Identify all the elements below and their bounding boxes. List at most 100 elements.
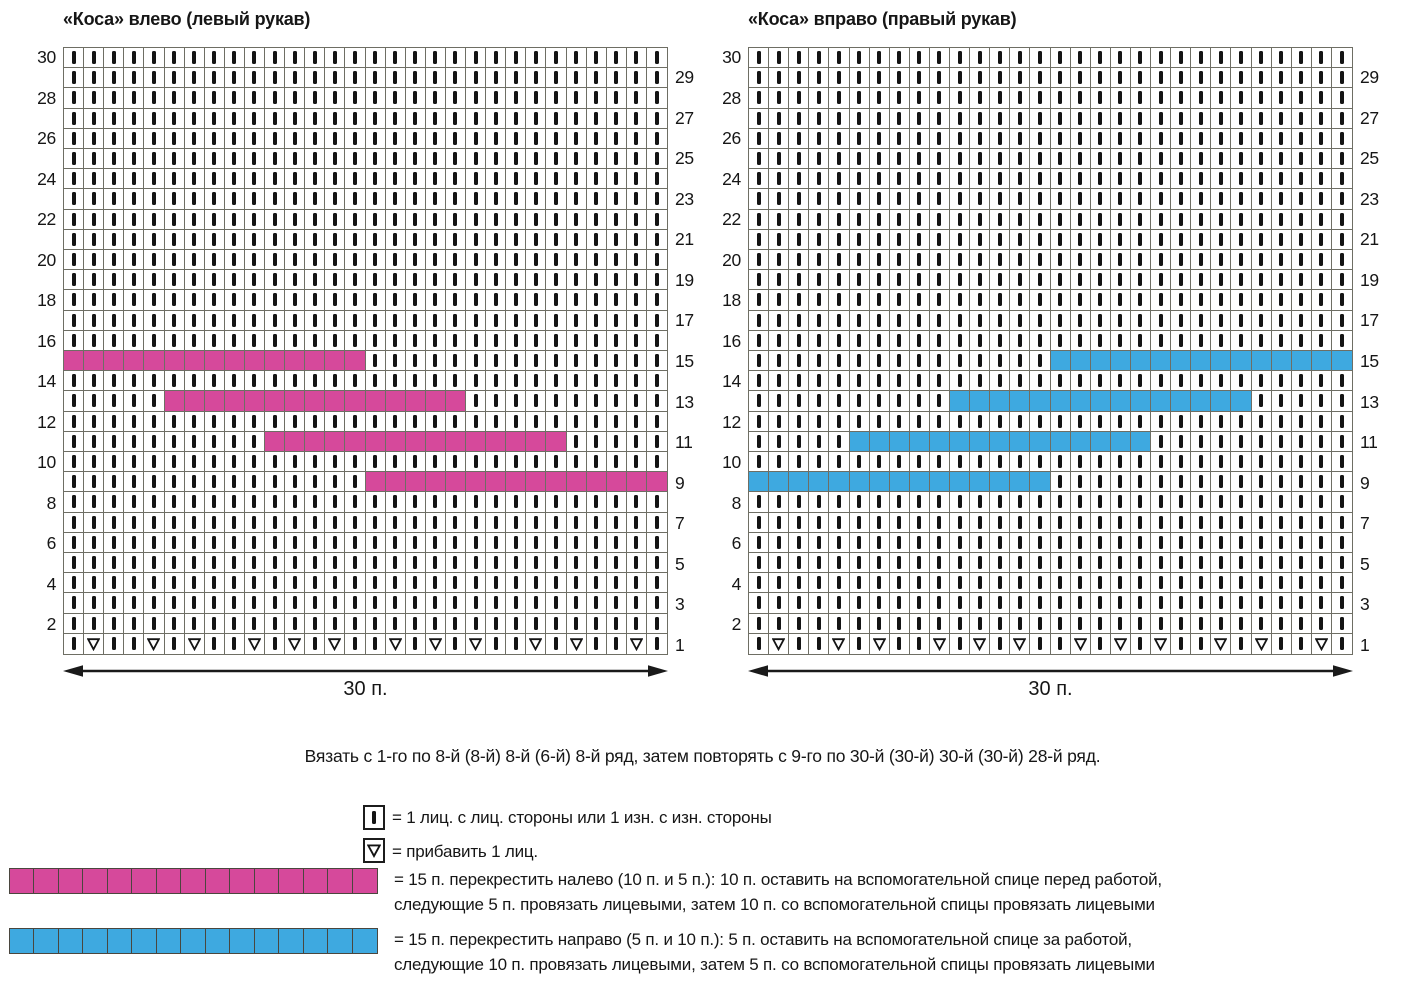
knit-stitch-icon [634, 253, 639, 267]
increase-icon [288, 638, 302, 651]
knit-cell-r28-c4 [809, 88, 830, 109]
knit-stitch-icon [1037, 192, 1042, 206]
knit-cell-r10-c27 [1271, 452, 1292, 473]
knit-cell-r25-c12 [970, 149, 991, 170]
knit-stitch-icon [957, 71, 962, 85]
knit-cell-r3-c26 [1251, 593, 1272, 614]
knit-cell-r15-c3 [789, 351, 810, 372]
knit-cell-r5-c13 [305, 553, 326, 574]
knit-stitch-icon [151, 535, 156, 549]
knit-stitch-icon [151, 616, 156, 630]
knit-cell-r10-c3 [789, 452, 810, 473]
knit-stitch-icon [634, 515, 639, 529]
knit-stitch-icon [654, 354, 659, 368]
knit-stitch-icon [756, 293, 761, 307]
knit-cell-r27-c20 [445, 108, 466, 129]
knit-cell-r19-c10 [929, 270, 950, 291]
knit-stitch-icon [977, 192, 982, 206]
knit-stitch-icon [1319, 414, 1324, 428]
cable-cell-r13-c12 [970, 391, 991, 412]
knit-stitch-icon [192, 434, 197, 448]
knit-cell-r27-c11 [950, 108, 971, 129]
knit-stitch-icon [1118, 596, 1123, 610]
increase-icon [87, 638, 101, 651]
knit-cell-r7-c3 [789, 512, 810, 533]
knit-cell-r16-c17 [1070, 330, 1091, 351]
knit-stitch-icon [937, 71, 942, 85]
knit-stitch-icon [192, 414, 197, 428]
knit-cell-r19-c30 [646, 270, 667, 291]
knit-cell-r1-c15 [345, 633, 366, 654]
increase-icon [1113, 638, 1127, 651]
knit-cell-r30-c18 [405, 48, 426, 69]
knit-cell-r14-c22 [486, 371, 507, 392]
knit-cell-r9-c15 [345, 472, 366, 493]
knit-stitch-icon [312, 192, 317, 206]
knit-stitch-icon [272, 576, 277, 590]
knit-cell-r12-c30 [1331, 412, 1352, 432]
knit-stitch-icon [977, 495, 982, 509]
knit-cell-r21-c11 [265, 229, 286, 250]
knit-cell-r27-c25 [546, 108, 567, 129]
knit-stitch-icon [1319, 374, 1324, 388]
knit-cell-r15-c13 [990, 351, 1011, 372]
knit-stitch-icon [473, 616, 478, 630]
legend-knit-symbol-box [363, 805, 385, 830]
knit-cell-r22-c23 [506, 209, 527, 230]
knit-cell-r13-c9 [909, 391, 930, 412]
knit-cell-r21-c11 [950, 229, 971, 250]
knit-stitch-icon [1017, 535, 1022, 549]
knit-cell-r5-c11 [950, 553, 971, 574]
knit-stitch-icon [212, 495, 217, 509]
knit-cell-r11-c27 [586, 431, 607, 452]
knit-stitch-icon [473, 131, 478, 145]
knit-stitch-icon [756, 374, 761, 388]
row-numbers-right-even: 30 28 26 24 22 20 18 16 14 12 10 8 6 4 2 [707, 47, 741, 655]
knit-cell-r9-c12 [285, 472, 306, 493]
row-number-21: 21 [1360, 229, 1379, 250]
knit-stitch-icon [1279, 616, 1284, 630]
knit-cell-r17-c20 [445, 310, 466, 331]
increase-cell-r1-c5 [144, 633, 165, 654]
knit-cell-r9-c14 [325, 472, 346, 493]
knit-cell-r27-c5 [829, 108, 850, 129]
knit-stitch-icon [1078, 535, 1083, 549]
knit-cell-r17-c17 [385, 310, 406, 331]
cable-cell-r11-c15 [1030, 431, 1051, 452]
knit-cell-r3-c17 [1070, 593, 1091, 614]
knit-stitch-icon [1279, 111, 1284, 125]
knit-stitch-icon [1178, 152, 1183, 166]
knit-cell-r24-c12 [970, 169, 991, 190]
knit-cell-r17-c13 [305, 310, 326, 331]
knit-stitch-icon [654, 91, 659, 105]
knit-cell-r3-c10 [929, 593, 950, 614]
knit-cell-r4-c22 [1171, 573, 1192, 594]
knit-cell-r3-c19 [1110, 593, 1131, 614]
knit-cell-r19-c27 [586, 270, 607, 291]
knit-cell-r13-c8 [889, 391, 910, 412]
knit-cell-r5-c3 [789, 553, 810, 574]
knit-stitch-icon [957, 374, 962, 388]
knit-cell-r4-c20 [445, 573, 466, 594]
knit-cell-r8-c25 [1231, 492, 1252, 513]
knit-cell-r19-c1 [749, 270, 770, 291]
knit-cell-r23-c9 [224, 189, 245, 210]
knit-stitch-icon [614, 71, 619, 85]
knit-stitch-icon [1299, 374, 1304, 388]
knit-cell-r12-c16 [1050, 411, 1071, 432]
knit-cell-r25-c24 [1211, 149, 1232, 170]
knit-cell-r27-c19 [1110, 108, 1131, 129]
knit-cell-r18-c7 [869, 290, 890, 311]
knit-cell-r2-c16 [1050, 613, 1071, 634]
knit-cell-r24-c29 [626, 169, 647, 190]
knit-cell-r7-c25 [1231, 512, 1252, 533]
knit-cell-r25-c26 [566, 149, 587, 170]
knit-cell-r7-c18 [405, 512, 426, 533]
knit-stitch-icon [513, 455, 518, 469]
knit-cell-r12-c3 [104, 411, 125, 432]
knit-stitch-icon [533, 616, 538, 630]
knit-stitch-icon [877, 455, 882, 469]
knit-stitch-icon [212, 91, 217, 105]
knit-stitch-icon [1339, 111, 1344, 125]
knit-cell-r12-c16 [365, 411, 386, 432]
